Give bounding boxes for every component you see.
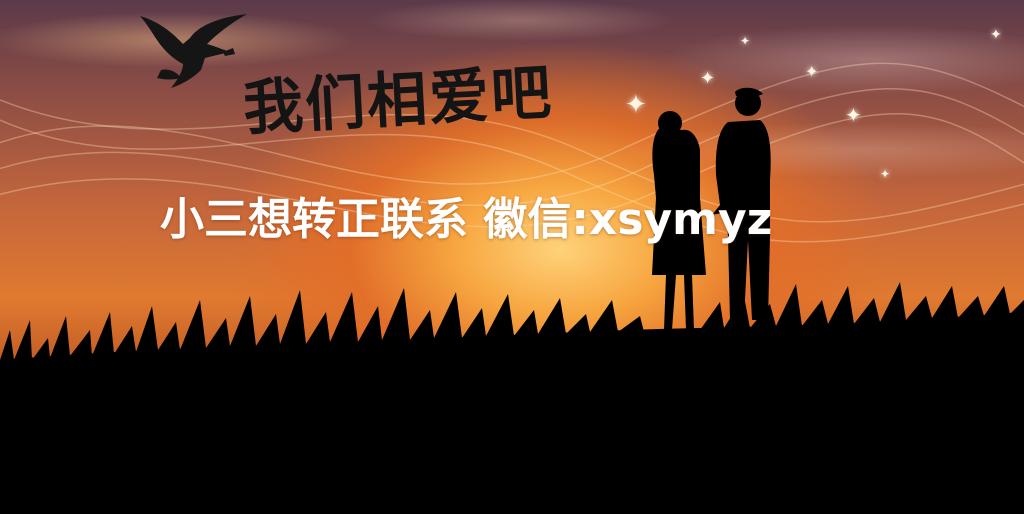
sparkle-star-icon: ✦ bbox=[990, 27, 1002, 43]
sparkle-star-icon: ✦ bbox=[845, 103, 862, 127]
eagle-icon bbox=[140, 14, 247, 88]
sparkle-star-icon: ✦ bbox=[880, 167, 891, 181]
sparkle-star-icon: ✦ bbox=[700, 68, 716, 89]
sparkle-star-icon: ✦ bbox=[740, 34, 751, 48]
sparkle-star-icon: ✦ bbox=[805, 62, 819, 81]
overlay-contact-text: 小三想转正联系 徽信:xsymyz bbox=[160, 194, 773, 245]
sparkle-star-icon: ✦ bbox=[625, 90, 647, 120]
